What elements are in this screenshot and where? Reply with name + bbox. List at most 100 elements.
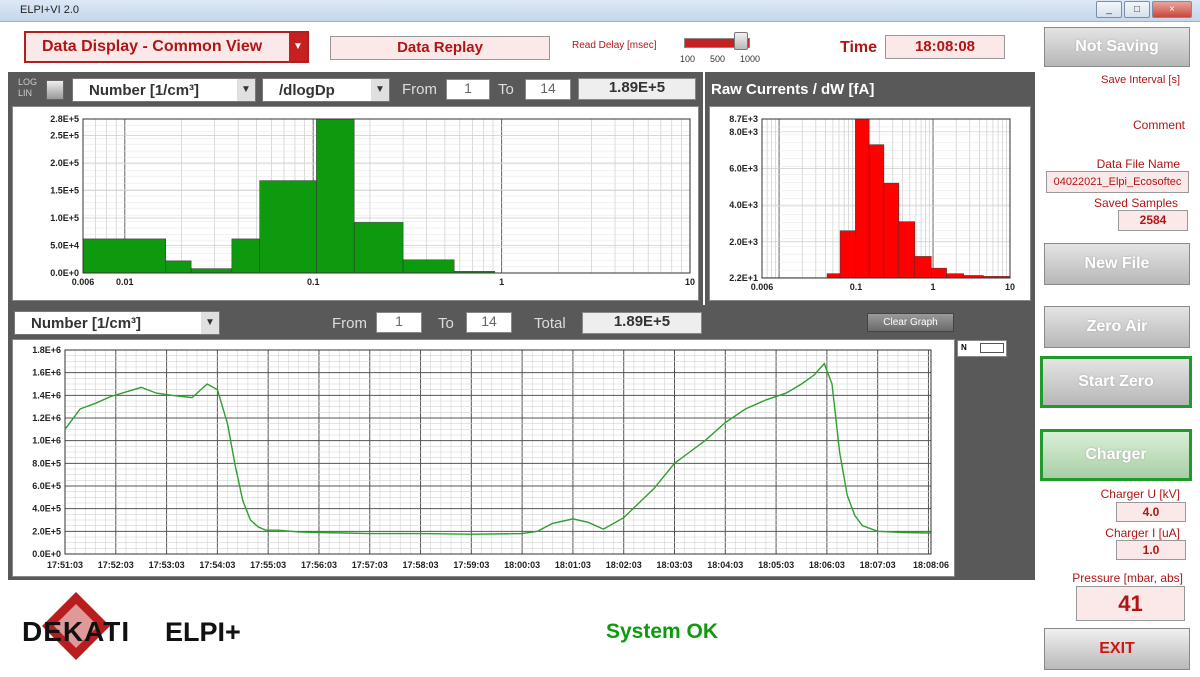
x-tick-label: 17:59:03 xyxy=(453,560,489,570)
y-tick-label: 4.0E+3 xyxy=(729,200,758,210)
charger-u-label: Charger U [kV] xyxy=(1100,487,1180,501)
x-tick-label: 17:54:03 xyxy=(199,560,235,570)
x-tick-label: 1 xyxy=(499,277,504,287)
histogram-bar xyxy=(402,259,455,274)
dekati-logo-icon xyxy=(42,592,110,660)
total-value: 1.89E+5 xyxy=(578,78,696,100)
y-tick-label: 0.0E+0 xyxy=(50,268,79,278)
y-tick-label: 6.0E+3 xyxy=(729,163,758,173)
charger-i-value: 1.0 xyxy=(1116,540,1186,560)
histogram-bar xyxy=(353,222,404,274)
raw-currents-title: Raw Currents / dW [fA] xyxy=(711,81,875,98)
y-tick-label: 1.2E+6 xyxy=(32,413,61,423)
time-value: 18:08:08 xyxy=(885,35,1005,59)
save-interval-label: Save Interval [s] xyxy=(1101,74,1180,86)
histogram-bar xyxy=(316,118,355,274)
data-file-input[interactable]: 04022021_Elpi_Ecosoftec xyxy=(1046,171,1189,193)
y-tick-label: 1.6E+6 xyxy=(32,368,61,378)
histogram-bar xyxy=(855,118,870,279)
x-tick-label: 17:55:03 xyxy=(250,560,286,570)
chart-frame: 0.0E+0 5.0E+4 1.0E+5 1.5E+5 2.0E+5 2.5E+5 2.8E… xyxy=(12,106,699,301)
new-file-button[interactable]: New File xyxy=(1044,243,1190,285)
to-input[interactable]: 14 xyxy=(525,79,571,100)
x-tick-label: 0.006 xyxy=(72,277,95,287)
histogram-bar xyxy=(190,268,233,274)
view-mode-select[interactable]: Data Display - Common View ▼ xyxy=(24,31,309,63)
timeseries-quantity-select[interactable]: Number [1/cm³] ▼ xyxy=(14,311,220,335)
saved-samples-label: Saved Samples xyxy=(1093,196,1178,210)
chart-frame: 0.0E+0 2.0E+5 4.0E+5 6.0E+5 8.0E+5 1.0E+6 1.2E… xyxy=(12,339,955,577)
y-tick-label: 4.0E+5 xyxy=(32,504,61,514)
x-tick-label: 17:52:03 xyxy=(98,560,134,570)
to-label: To xyxy=(438,315,454,332)
y-tick-label: 8.0E+3 xyxy=(729,127,758,137)
minimize-button[interactable]: _ xyxy=(1096,1,1122,18)
histogram-bar xyxy=(165,260,192,274)
quantity-select[interactable]: Number [1/cm³] ▼ xyxy=(72,78,256,102)
zero-air-button[interactable]: Zero Air xyxy=(1044,306,1190,348)
chevron-down-icon: ▼ xyxy=(237,79,255,101)
not-saving-button[interactable]: Not Saving xyxy=(1044,27,1190,67)
to-input[interactable]: 14 xyxy=(466,312,512,333)
x-tick-label: 10 xyxy=(1005,282,1015,292)
slider-ticks: 100 500 1000 xyxy=(680,54,760,64)
data-replay-button[interactable]: Data Replay xyxy=(330,36,550,60)
y-tick-label: 1.0E+5 xyxy=(50,213,79,223)
charger-i-label: Charger I [uA] xyxy=(1105,526,1180,540)
legend-swatch-icon xyxy=(980,343,1004,353)
histogram-bar xyxy=(826,273,841,279)
y-tick-label: 1.8E+6 xyxy=(32,345,61,355)
exit-button[interactable]: EXIT xyxy=(1044,628,1190,670)
from-label: From xyxy=(332,315,367,332)
histogram-bar xyxy=(82,238,167,274)
y-tick-label: 1.5E+5 xyxy=(50,186,79,196)
pressure-value: 41 xyxy=(1076,586,1185,621)
histogram-bar xyxy=(931,267,947,279)
histogram-bar xyxy=(231,238,260,274)
close-button[interactable]: × xyxy=(1152,1,1192,18)
plot-border xyxy=(761,118,1011,279)
saved-samples-value: 2584 xyxy=(1118,210,1188,231)
maximize-button[interactable]: □ xyxy=(1124,1,1150,18)
normalization-select[interactable]: /dlogDp ▼ xyxy=(262,78,390,102)
x-tick-label: 18:08:06 xyxy=(913,560,949,570)
y-tick-label: 5.0E+4 xyxy=(50,241,79,251)
plot-border xyxy=(64,349,932,555)
total-value: 1.89E+5 xyxy=(582,312,702,334)
x-tick-label: 0.006 xyxy=(751,282,774,292)
x-tick-label: 18:07:03 xyxy=(860,560,896,570)
time-label: Time xyxy=(840,39,878,56)
y-tick-label: 2.5E+5 xyxy=(50,131,79,141)
x-tick-label: 18:03:03 xyxy=(656,560,692,570)
logo-text: DEKATI xyxy=(22,616,131,647)
raw-currents-chart: 2.2E+1 2.0E+3 4.0E+3 6.0E+3 8.0E+3 8.7E+3 0.00… xyxy=(729,114,1015,292)
slider-handle[interactable] xyxy=(734,32,748,50)
from-input[interactable]: 1 xyxy=(376,312,422,333)
x-tick-label: 18:02:03 xyxy=(606,560,642,570)
histogram-bar xyxy=(946,273,964,279)
histogram-bar xyxy=(898,221,916,279)
series-line-n xyxy=(64,362,932,535)
histogram-bar xyxy=(839,230,856,279)
y-tick-label: 2.2E+1 xyxy=(729,273,758,283)
y-tick-label: 2.8E+5 xyxy=(50,114,79,124)
toggle-icon[interactable] xyxy=(46,80,64,100)
view-mode-label: Data Display - Common View xyxy=(42,38,263,55)
y-tick-label: 0.0E+0 xyxy=(32,549,61,559)
window-title: ELPI+VI 2.0 xyxy=(20,4,80,16)
clear-graph-button[interactable]: Clear Graph xyxy=(867,313,954,332)
histogram-bar xyxy=(914,256,932,279)
size-distribution-chart: 0.0E+0 5.0E+4 1.0E+5 1.5E+5 2.0E+5 2.5E+5 2.8E… xyxy=(50,114,695,287)
x-tick-label: 0.1 xyxy=(850,282,863,292)
start-zero-button[interactable]: Start Zero xyxy=(1040,356,1192,408)
read-delay-slider[interactable] xyxy=(684,38,750,48)
log-lin-switch[interactable]: LOG LIN xyxy=(18,77,38,98)
to-label: To xyxy=(498,81,514,98)
product-text: ELPI+ xyxy=(165,617,241,647)
from-input[interactable]: 1 xyxy=(446,79,490,100)
comment-label: Comment xyxy=(1132,118,1185,132)
y-tick-label: 1.4E+6 xyxy=(32,390,61,400)
title-bar: ELPI+VI 2.0 _ □ × xyxy=(0,0,1200,22)
charger-button[interactable]: Charger xyxy=(1040,429,1192,481)
x-tick-label: 18:04:03 xyxy=(707,560,743,570)
